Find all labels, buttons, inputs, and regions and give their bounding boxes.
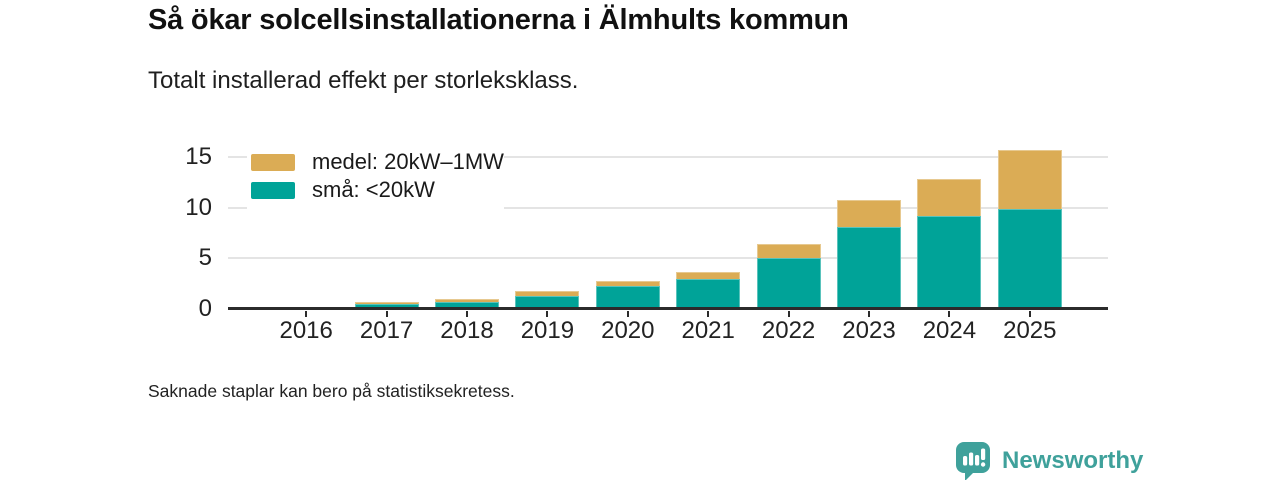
bar-segment-small-2023: [837, 227, 901, 309]
x-tick-label: 2018: [440, 317, 494, 344]
bar-segment-medium-2020: [595, 280, 660, 286]
bar-segment-small-2018: [435, 301, 499, 309]
chart-footnote: Saknade staplar kan bero på statistiksek…: [148, 381, 515, 401]
gridline-5: [228, 257, 1108, 260]
x-tick-label: 2023: [842, 317, 896, 344]
bar-segment-small-2019: [515, 295, 580, 309]
bar-segment-medium-2021: [676, 271, 741, 279]
y-tick-label: 10: [185, 193, 212, 221]
bar-segment-medium-2025: [997, 150, 1062, 209]
bar-segment-medium-2024: [917, 179, 982, 216]
x-tick-label: 2022: [761, 317, 816, 344]
bar-segment-medium-2022: [756, 243, 821, 259]
legend-item: medel: 20kW–1MW: [251, 149, 504, 175]
chart-legend: medel: 20kW–1MW små: <20kW: [247, 142, 504, 214]
gridline-10: [228, 206, 1108, 209]
gridline-15: [228, 156, 1108, 159]
chart-subtitle: Totalt installerad effekt per storlekskl…: [148, 67, 579, 94]
newsworthy-logo-text: Newsworthy: [1002, 447, 1144, 474]
x-tick: [626, 311, 629, 317]
chart-title: Så ökar solcellsinstallationerna i Älmhu…: [148, 4, 849, 36]
y-tick-label: 15: [185, 143, 212, 171]
y-tick-label: 5: [198, 244, 212, 272]
bar-segment-small-2022: [756, 258, 821, 309]
x-tick-label: 2020: [601, 317, 655, 344]
x-axis-line: [228, 307, 1108, 310]
legend-item: små: <20kW: [251, 177, 504, 203]
x-tick: [466, 311, 468, 317]
x-tick: [305, 311, 308, 317]
x-tick: [787, 311, 790, 317]
x-tick-label: 2017: [359, 317, 414, 344]
bar-segment-small-2024: [917, 215, 982, 309]
x-tick-label: 2025: [1003, 317, 1057, 344]
x-tick: [707, 311, 710, 317]
legend-label: medel: 20kW–1MW: [312, 149, 504, 174]
bar-chart-speech-bubble-icon: [956, 442, 990, 480]
x-tick-label: 2021: [681, 317, 735, 344]
bar-segment-medium-2019: [515, 291, 580, 296]
legend-label: små: <20kW: [312, 177, 435, 202]
y-tick-label: 0: [198, 295, 212, 322]
x-tick: [1028, 311, 1031, 317]
bar-segment-small-2021: [676, 278, 741, 309]
x-tick-label: 2016: [279, 317, 333, 344]
bar-segment-medium-2018: [435, 298, 499, 302]
x-tick-label: 2024: [922, 317, 977, 344]
bar-segment-small-2020: [595, 285, 660, 309]
plot-area: 0 5 10 15 2016 2017 2018 2019 2020 2021 2022 2023 20…: [185, 142, 1108, 344]
bar-segment-small-2017: [354, 304, 419, 309]
newsworthy-logo: Newsworthy: [955, 441, 1143, 480]
legend-swatch: [251, 181, 295, 199]
legend-swatch: [251, 153, 295, 171]
x-tick: [546, 311, 549, 317]
bar-segment-small-2025: [997, 208, 1062, 309]
bar-segment-medium-2023: [837, 199, 901, 227]
x-tick: [385, 311, 388, 317]
x-tick: [868, 311, 870, 317]
bar-segment-medium-2017: [354, 301, 419, 305]
x-tick-label: 2019: [520, 317, 575, 344]
x-tick: [948, 311, 951, 317]
